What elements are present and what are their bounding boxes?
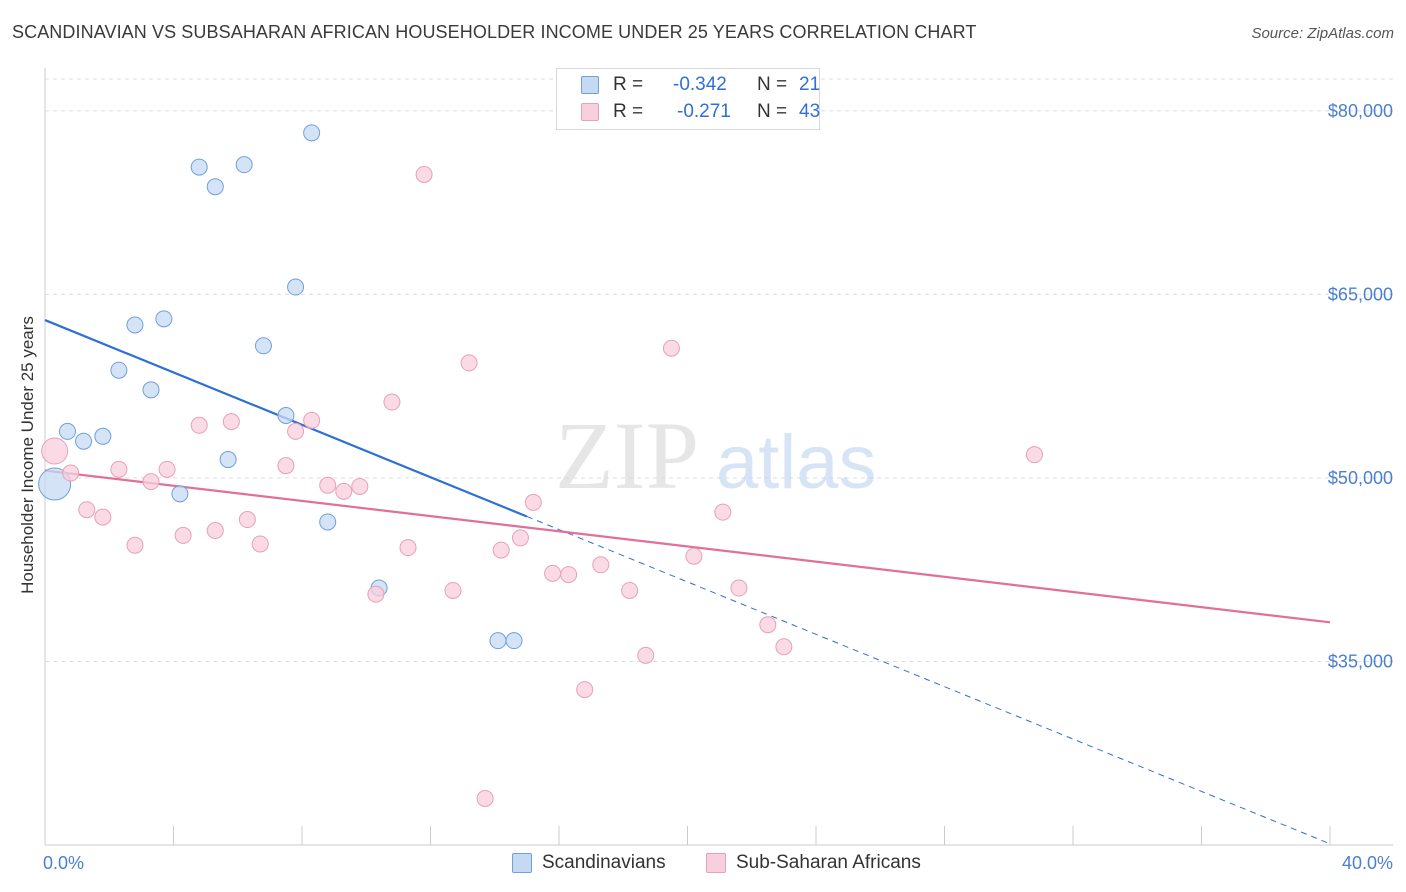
point-scandinavians: [126, 316, 144, 334]
y-axis-title: Householder Income Under 25 years: [18, 316, 37, 594]
watermark-zip: ZIP: [555, 402, 699, 509]
point-subsaharan: [303, 411, 321, 429]
point-scandinavians: [277, 407, 295, 425]
point-scandinavians: [505, 632, 523, 650]
point-subsaharan: [714, 503, 732, 521]
point-subsaharan: [511, 529, 529, 547]
point-scandinavians: [75, 432, 93, 450]
point-subsaharan: [190, 416, 208, 434]
point-subsaharan: [383, 393, 401, 411]
point-scandinavians: [171, 485, 189, 503]
x-tick-label-max: 40.0%: [1342, 853, 1393, 873]
point-scandinavians: [38, 467, 72, 501]
point-subsaharan: [637, 646, 655, 664]
point-subsaharan: [335, 482, 353, 500]
point-subsaharan: [592, 556, 610, 574]
point-subsaharan: [415, 165, 433, 183]
point-subsaharan: [492, 541, 510, 559]
legend-r-label: R =: [613, 101, 644, 122]
legend-n-label: N =: [757, 74, 788, 95]
y-tick-label: $80,000: [1328, 101, 1393, 121]
trend-line-subsaharan: [44, 469, 1331, 624]
legend-n-value-subsaharan: 43: [799, 101, 821, 122]
point-subsaharan: [775, 638, 793, 656]
point-subsaharan: [222, 413, 240, 431]
point-subsaharan: [319, 476, 337, 494]
point-subsaharan: [94, 508, 112, 526]
point-subsaharan: [730, 579, 748, 597]
point-subsaharan: [238, 511, 256, 529]
x-tick-label-min: 0.0%: [43, 853, 84, 873]
point-subsaharan: [126, 536, 144, 554]
point-subsaharan: [62, 464, 80, 482]
point-subsaharan: [399, 539, 417, 557]
point-subsaharan: [460, 354, 478, 372]
point-subsaharan: [78, 501, 96, 519]
point-scandinavians: [206, 178, 224, 196]
point-subsaharan: [206, 522, 224, 540]
point-subsaharan: [1025, 446, 1043, 464]
point-subsaharan: [41, 437, 69, 465]
point-scandinavians: [155, 310, 173, 328]
series-legend: Scandinavians Sub-Saharan Africans: [0, 850, 1406, 880]
point-subsaharan: [524, 493, 542, 511]
data-points: [38, 124, 1043, 808]
point-scandinavians: [110, 361, 128, 379]
point-scandinavians: [303, 124, 321, 142]
legend-swatch-subsaharan: [706, 853, 726, 873]
correlation-legend: R = -0.342 N = 21 R = -0.271 N = 43: [556, 68, 820, 130]
point-subsaharan: [287, 422, 305, 440]
point-subsaharan: [759, 616, 777, 634]
point-subsaharan: [444, 581, 462, 599]
point-scandinavians: [94, 427, 112, 445]
point-subsaharan: [251, 535, 269, 553]
point-subsaharan: [277, 457, 295, 475]
point-subsaharan: [367, 585, 385, 603]
trend-lines: [44, 319, 1331, 845]
point-scandinavians: [190, 158, 208, 176]
point-subsaharan: [351, 477, 369, 495]
chart-title: SCANDINAVIAN VS SUBSAHARAN AFRICAN HOUSE…: [12, 22, 977, 42]
legend-r-value-subsaharan: -0.271: [677, 101, 731, 122]
point-subsaharan: [576, 681, 594, 699]
watermark-atlas: atlas: [716, 420, 877, 505]
point-subsaharan: [560, 566, 578, 584]
trend-line-scandinavians-extrapolated: [526, 515, 1331, 845]
point-subsaharan: [662, 339, 680, 357]
point-subsaharan: [544, 564, 562, 582]
point-subsaharan: [110, 460, 128, 478]
point-subsaharan: [685, 547, 703, 565]
x-tick-labels: 0.0% 40.0%: [43, 853, 1393, 873]
y-tick-labels: $35,000 $50,000 $65,000 $80,000: [1328, 101, 1393, 672]
point-scandinavians: [254, 337, 272, 355]
legend-label-scandinavians: Scandinavians: [542, 852, 666, 873]
point-scandinavians: [235, 156, 253, 174]
legend-swatch-scandinavians: [512, 853, 532, 873]
chart-source: Source: ZipAtlas.com: [1251, 25, 1394, 42]
legend-n-label: N =: [757, 101, 788, 122]
point-scandinavians: [319, 513, 337, 531]
legend-swatch-scandinavians: [581, 76, 599, 94]
legend-swatch-subsaharan: [581, 103, 599, 121]
legend-label-subsaharan: Sub-Saharan Africans: [736, 852, 921, 873]
y-tick-label: $65,000: [1328, 284, 1393, 304]
point-subsaharan: [142, 473, 160, 491]
point-scandinavians: [287, 278, 305, 296]
point-subsaharan: [158, 460, 176, 478]
point-scandinavians: [219, 451, 237, 469]
point-scandinavians: [489, 632, 507, 650]
y-tick-label: $50,000: [1328, 468, 1393, 488]
legend-r-value-scandinavians: -0.342: [673, 74, 727, 95]
y-tick-label: $35,000: [1328, 651, 1393, 671]
legend-r-label: R =: [613, 74, 644, 95]
point-scandinavians: [58, 422, 76, 440]
point-subsaharan: [174, 526, 192, 544]
point-scandinavians: [142, 381, 160, 399]
legend-n-value-scandinavians: 21: [799, 74, 821, 95]
point-subsaharan: [476, 790, 494, 808]
point-subsaharan: [621, 581, 639, 599]
